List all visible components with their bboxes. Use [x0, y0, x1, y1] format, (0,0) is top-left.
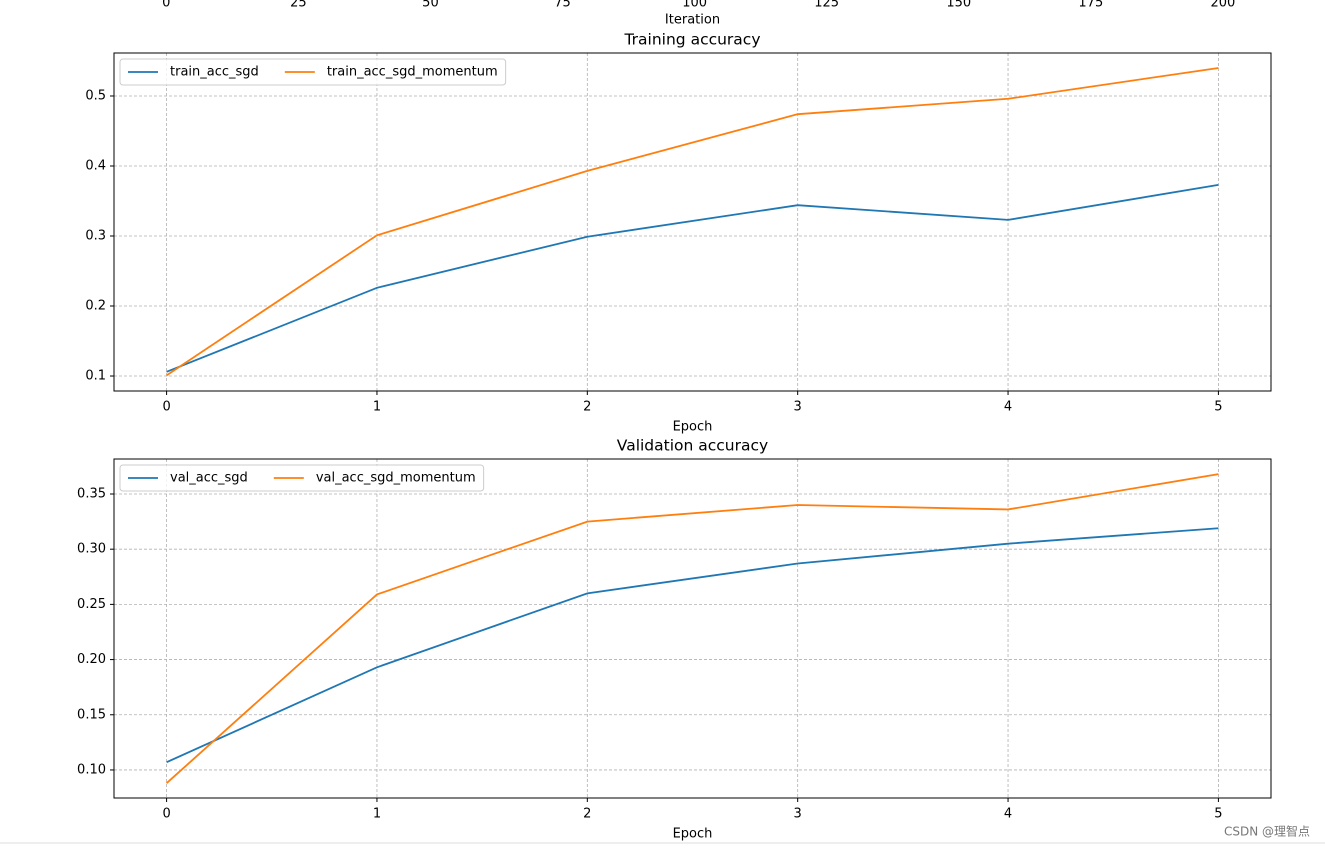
x-axis-label: Epoch — [673, 420, 713, 435]
y-tick-label: 0.15 — [77, 707, 106, 722]
x-tick-label: 0 — [162, 400, 170, 415]
data-line — [166, 184, 1219, 373]
x-tick-label: 75 — [554, 0, 571, 11]
legend-label: train_acc_sgd_momentum — [327, 65, 498, 80]
legend-label: val_acc_sgd_momentum — [316, 471, 476, 486]
legend: val_acc_sgd val_acc_sgd_momentum — [119, 464, 485, 492]
legend: train_acc_sgd train_acc_sgd_momentum — [119, 58, 507, 86]
legend-label: train_acc_sgd — [170, 65, 259, 80]
y-tick-label: 0.2 — [85, 299, 106, 314]
y-tick-label: 0.30 — [77, 542, 106, 557]
x-tick-label: 200 — [1211, 0, 1236, 11]
x-tick-label: 3 — [794, 807, 802, 822]
x-tick-label: 2 — [583, 807, 591, 822]
y-tick-label: 0.1 — [85, 369, 106, 384]
x-tick-label: 5 — [1214, 400, 1222, 415]
y-tick-label: 0.3 — [85, 229, 106, 244]
x-tick-label: 100 — [682, 0, 707, 11]
x-tick-label: 5 — [1214, 807, 1222, 822]
x-tick-label: 0 — [162, 0, 170, 11]
y-tick-label: 0.5 — [85, 88, 106, 103]
x-tick-label: 50 — [422, 0, 439, 11]
x-axis-label: Iteration — [665, 13, 720, 28]
x-tick-label: 1 — [373, 807, 381, 822]
x-tick-label: 1 — [373, 400, 381, 415]
chart-title: Validation accuracy — [617, 437, 768, 455]
x-tick-label: 4 — [1004, 400, 1012, 415]
y-tick-label: 0.35 — [77, 486, 106, 501]
x-tick-label: 25 — [290, 0, 307, 11]
data-line — [166, 67, 1219, 377]
x-tick-label: 2 — [583, 400, 591, 415]
y-tick-label: 0.10 — [77, 762, 106, 777]
x-tick-label: 4 — [1004, 807, 1012, 822]
y-tick-label: 0.25 — [77, 597, 106, 612]
axes-frame — [113, 52, 1272, 392]
x-axis-label: Epoch — [673, 827, 713, 842]
data-line — [166, 527, 1219, 764]
legend-label: val_acc_sgd — [170, 471, 248, 486]
x-tick-label: 0 — [162, 807, 170, 822]
y-tick-label: 0.20 — [77, 652, 106, 667]
x-tick-label: 3 — [794, 400, 802, 415]
y-tick-label: 0.4 — [85, 158, 106, 173]
x-tick-label: 150 — [946, 0, 971, 11]
x-tick-label: 125 — [814, 0, 839, 11]
watermark: CSDN @理智点 — [1224, 824, 1310, 839]
chart-title: Training accuracy — [623, 31, 760, 49]
data-line — [165, 473, 1219, 784]
x-tick-label: 175 — [1078, 0, 1103, 11]
axes-frame — [113, 458, 1272, 799]
